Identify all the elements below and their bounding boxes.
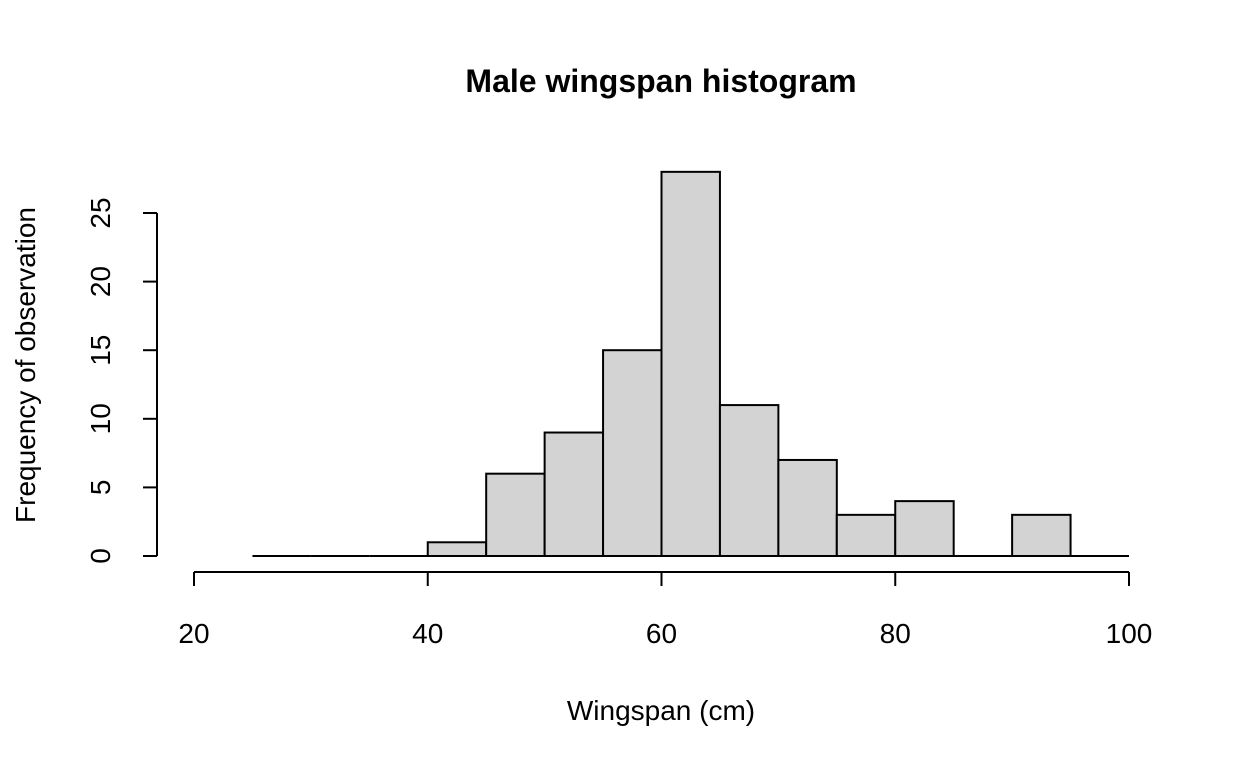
y-axis: 0 5 10 15 20 25: [85, 197, 158, 564]
x-axis-label: Wingspan (cm): [567, 695, 755, 726]
x-tick-label: 20: [178, 618, 209, 649]
histogram-bar: [602, 349, 663, 558]
histogram-bar: [660, 170, 721, 557]
histogram-bar: [777, 458, 838, 557]
y-tick-label: 10: [85, 403, 116, 434]
x-tick-label: 40: [412, 618, 443, 649]
y-tick-label: 5: [85, 480, 116, 496]
x-tick-label: 60: [646, 618, 677, 649]
y-tick-label: 25: [85, 197, 116, 228]
x-axis: 20 40 60 80 100: [178, 571, 1153, 649]
histogram-bar: [426, 541, 488, 558]
x-tick-label: 100: [1106, 618, 1153, 649]
bars-group: [252, 170, 1129, 558]
chart-title: Male wingspan histogram: [465, 63, 856, 99]
histogram-bar: [894, 500, 955, 557]
y-axis-label: Frequency of observation: [10, 207, 41, 523]
histogram-bar: [835, 513, 897, 558]
y-tick-label: 0: [85, 548, 116, 564]
x-tick-label: 80: [880, 618, 911, 649]
y-tick-label: 20: [85, 266, 116, 297]
histogram-bar: [485, 472, 546, 557]
histogram-bar: [543, 431, 605, 557]
histogram-bar: [1011, 513, 1072, 558]
histogram-bar: [718, 404, 780, 557]
y-tick-label: 15: [85, 335, 116, 366]
